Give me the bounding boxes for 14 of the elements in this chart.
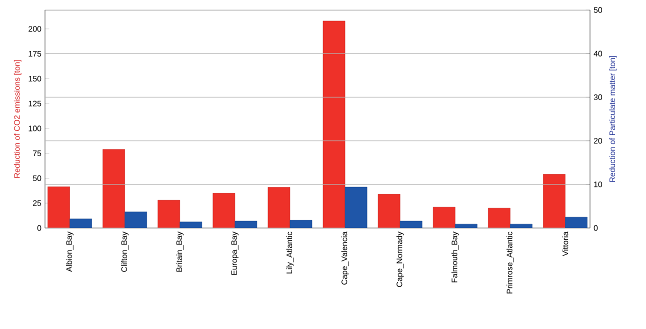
bar <box>124 212 147 228</box>
bar <box>322 20 346 228</box>
bar <box>565 216 588 228</box>
bar <box>48 186 70 228</box>
bar <box>378 194 400 228</box>
bar <box>70 218 92 228</box>
bar <box>212 193 236 228</box>
bar <box>344 186 368 228</box>
bar <box>102 149 125 228</box>
bar <box>488 208 510 228</box>
bar <box>432 206 456 228</box>
bar <box>543 174 566 228</box>
bar <box>158 200 180 228</box>
bar <box>268 187 290 228</box>
